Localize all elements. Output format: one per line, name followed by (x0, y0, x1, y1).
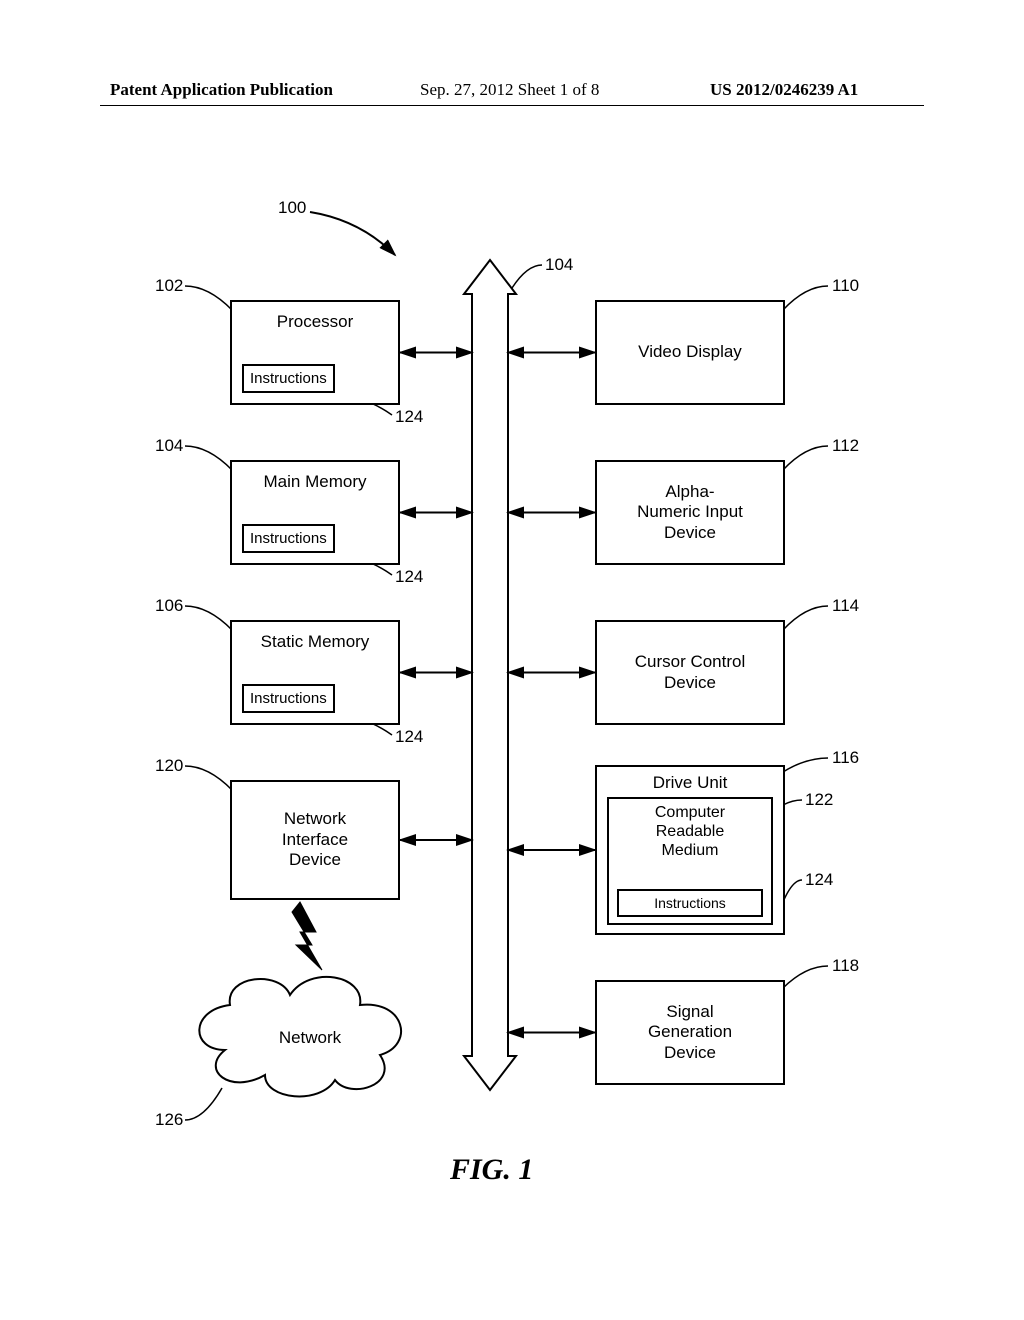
ref-104-bus: 104 (545, 255, 573, 275)
ref-106: 106 (155, 596, 183, 616)
ref-104: 104 (155, 436, 183, 456)
alpha-numeric-block: Alpha- Numeric Input Device (595, 460, 785, 565)
ref-112: 112 (832, 436, 859, 456)
drive-unit-block: Drive Unit Computer Readable Medium Inst… (595, 765, 785, 935)
diagram-svg (0, 170, 1024, 1220)
processor-block: Processor Instructions (230, 300, 400, 405)
video-display-block: Video Display (595, 300, 785, 405)
ref-116: 116 (832, 748, 859, 768)
header-center: Sep. 27, 2012 Sheet 1 of 8 (420, 80, 599, 100)
network-cloud-label: Network (265, 1028, 355, 1048)
static-memory-instructions: Instructions (242, 684, 335, 713)
header-left: Patent Application Publication (110, 80, 333, 100)
ref-110: 110 (832, 276, 859, 296)
crm-label: Computer Readable Medium (609, 803, 771, 861)
network-interface-block: Network Interface Device (230, 780, 400, 900)
drive-unit-label: Drive Unit (597, 773, 783, 793)
alpha-numeric-label: Alpha- Numeric Input Device (597, 482, 783, 543)
ref-102: 102 (155, 276, 183, 296)
static-memory-label: Static Memory (232, 632, 398, 652)
cursor-control-block: Cursor Control Device (595, 620, 785, 725)
main-memory-block: Main Memory Instructions (230, 460, 400, 565)
header-right: US 2012/0246239 A1 (710, 80, 858, 100)
nid-label: Network Interface Device (232, 809, 398, 870)
crm-instructions: Instructions (617, 889, 763, 917)
figure-caption: FIG. 1 (450, 1153, 533, 1187)
signal-generation-block: Signal Generation Device (595, 980, 785, 1085)
ref-120: 120 (155, 756, 183, 776)
ref-124b: 124 (395, 567, 423, 587)
sig-gen-label: Signal Generation Device (597, 1002, 783, 1063)
main-memory-label: Main Memory (232, 472, 398, 492)
header-rule (100, 105, 924, 106)
ref-124a: 124 (395, 407, 423, 427)
ref-124c: 124 (395, 727, 423, 747)
static-memory-block: Static Memory Instructions (230, 620, 400, 725)
ref-126: 126 (155, 1110, 183, 1130)
ref-122: 122 (805, 790, 833, 810)
ref-114: 114 (832, 596, 859, 616)
processor-label: Processor (232, 312, 398, 332)
ref-118: 118 (832, 956, 859, 976)
computer-readable-medium: Computer Readable Medium Instructions (607, 797, 773, 925)
video-display-label: Video Display (597, 342, 783, 362)
processor-instructions: Instructions (242, 364, 335, 393)
figure-1: Processor Instructions Main Memory Instr… (0, 170, 1024, 1220)
ref-100: 100 (278, 198, 306, 218)
main-memory-instructions: Instructions (242, 524, 335, 553)
cursor-control-label: Cursor Control Device (597, 652, 783, 693)
ref-124d: 124 (805, 870, 833, 890)
